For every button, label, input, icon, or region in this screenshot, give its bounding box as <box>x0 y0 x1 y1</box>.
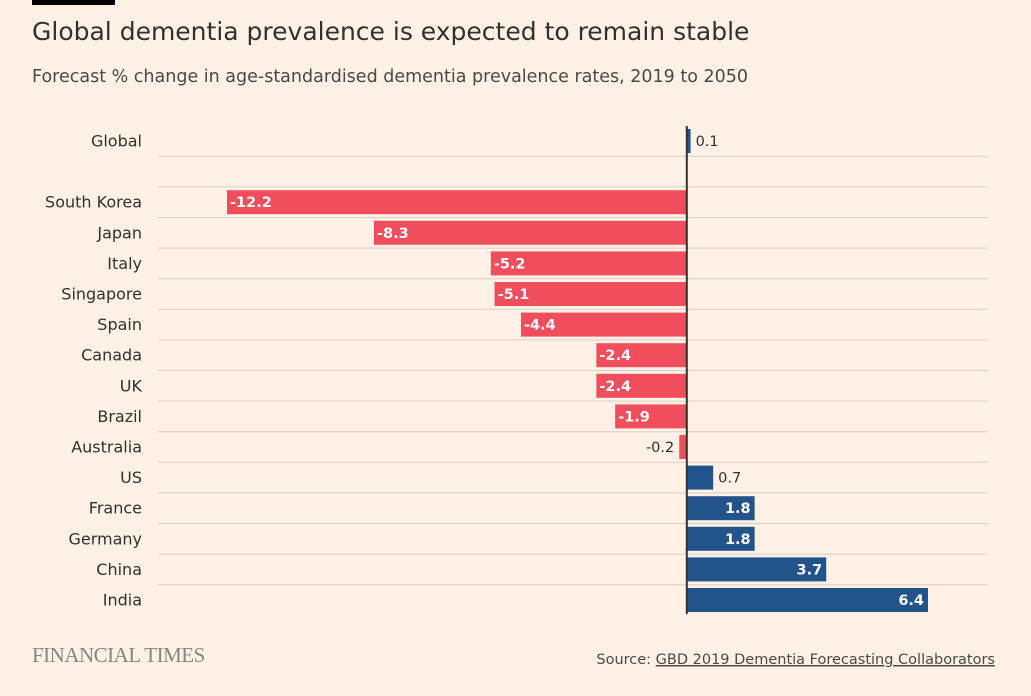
category-label: Spain <box>97 315 142 334</box>
bar <box>679 435 687 459</box>
top-accent <box>32 0 115 5</box>
bar <box>686 526 755 551</box>
source: Source: GBD 2019 Dementia Forecasting Co… <box>596 652 995 668</box>
category-label: Brazil <box>97 407 142 426</box>
value-label: 1.8 <box>725 532 751 548</box>
category-label: India <box>103 591 142 610</box>
logo: FINANCIAL TIMES <box>32 643 205 667</box>
value-label: -12.2 <box>230 195 272 211</box>
value-label: -1.9 <box>618 409 650 425</box>
category-label: Canada <box>81 346 142 365</box>
bar <box>686 465 714 490</box>
category-label: Singapore <box>61 285 142 304</box>
category-label: US <box>120 468 142 487</box>
category-label: Australia <box>71 438 142 457</box>
category-label: Germany <box>68 529 142 548</box>
value-label: -0.2 <box>646 440 674 456</box>
bar <box>686 496 755 521</box>
value-label: 6.4 <box>898 593 924 609</box>
category-label: China <box>96 560 142 579</box>
value-label: -4.4 <box>524 318 556 334</box>
category-label: Japan <box>96 223 142 242</box>
category-label: Italy <box>107 254 142 273</box>
category-label: France <box>89 499 142 518</box>
bar <box>373 220 687 245</box>
category-label: UK <box>120 376 143 395</box>
source-label: Source: <box>596 652 651 668</box>
bar <box>490 251 687 276</box>
value-label: 0.1 <box>696 134 719 150</box>
value-label: -5.2 <box>494 256 526 272</box>
bar <box>686 557 827 582</box>
chart-subtitle: Forecast % change in age-standardised de… <box>32 67 748 87</box>
value-label: -2.4 <box>599 379 631 395</box>
bar <box>686 129 691 153</box>
bar <box>520 312 687 337</box>
value-label: 0.7 <box>718 471 741 487</box>
value-label: 1.8 <box>725 501 751 517</box>
value-label: 3.7 <box>797 562 823 578</box>
chart-title: Global dementia prevalence is expected t… <box>32 17 749 46</box>
bar <box>596 373 687 398</box>
category-label: South Korea <box>45 193 142 212</box>
source-link[interactable]: GBD 2019 Dementia Forecasting Collaborat… <box>656 652 995 668</box>
bar <box>686 588 928 612</box>
value-label: -5.1 <box>498 287 530 303</box>
value-label: -2.4 <box>599 348 631 364</box>
bar <box>596 343 687 368</box>
bar <box>494 282 687 306</box>
bar <box>227 190 687 215</box>
category-label: Global <box>91 132 142 151</box>
bar <box>615 404 687 429</box>
value-label: -8.3 <box>377 226 409 242</box>
